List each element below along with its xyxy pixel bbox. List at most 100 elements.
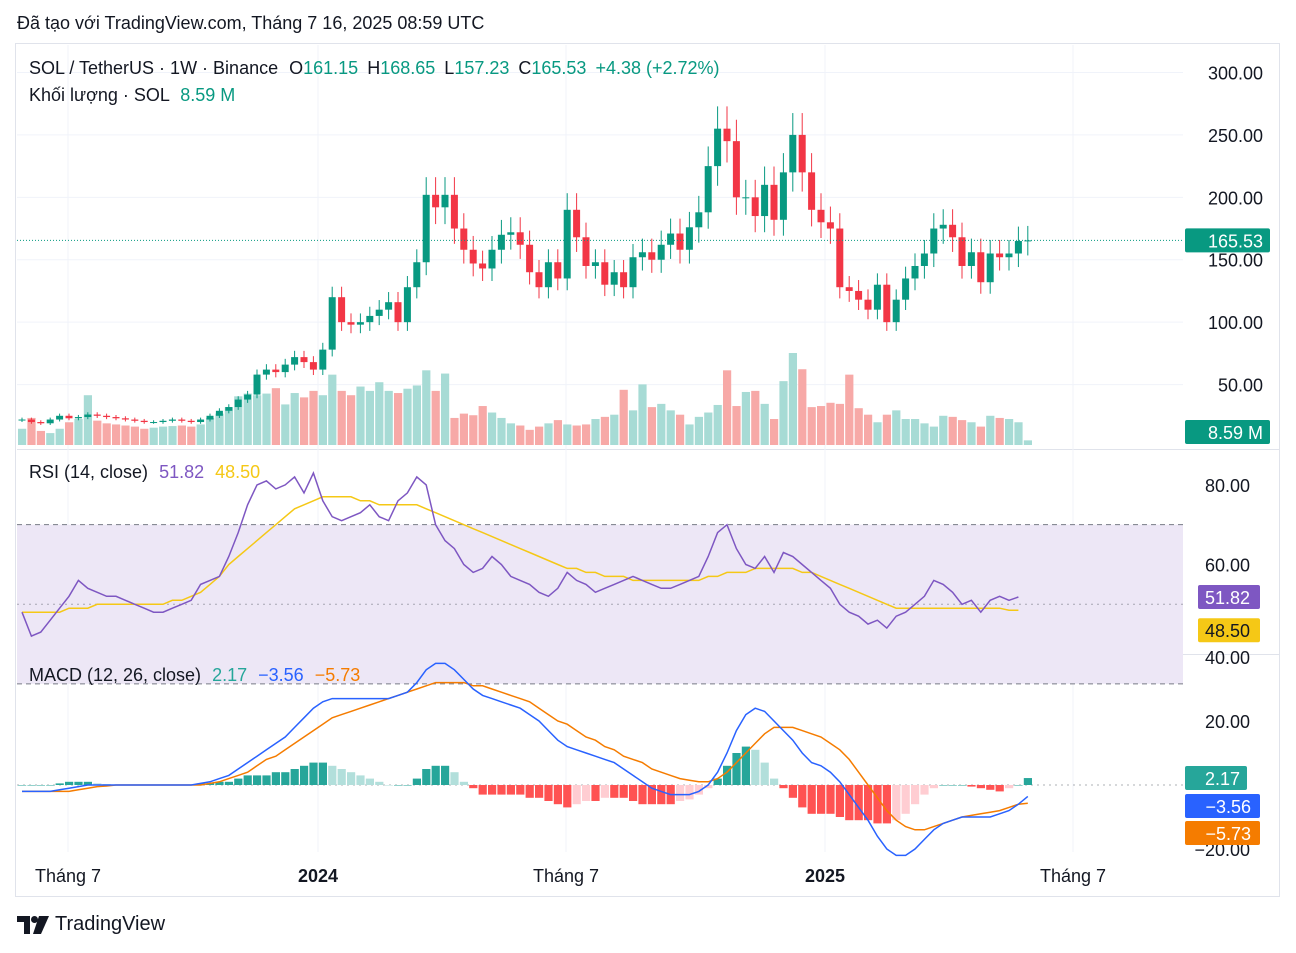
candle-body [262,369,270,375]
candle-body [140,420,148,423]
macd-histogram-bar [300,765,309,785]
volume-bar [469,415,478,445]
candle-body [84,414,92,418]
volume-bar [958,420,967,445]
macd-signal-badge-label: −5.73 [1205,824,1251,844]
volume-bar [619,389,628,445]
symbol-label[interactable]: SOL / TetherUS · 1W · Binance [29,58,279,78]
macd-histogram-bar [497,785,506,795]
macd-histogram-bar [732,753,741,785]
volume-bar [206,417,215,445]
macd-histogram-bar [864,785,873,821]
volume-bar [253,395,262,445]
candle-body [638,252,646,258]
candle-body [845,287,853,291]
volume-bar [46,433,55,445]
volume-bar [638,384,647,445]
candle-body [272,369,280,373]
macd-histogram-bar [939,785,948,786]
candle-body [657,244,665,260]
volume-bar [196,424,205,445]
macd-histogram-bar [36,785,45,786]
volume-bar [159,426,168,445]
rsi-ma-line [22,496,1019,613]
candle-body [413,262,421,288]
macd-histogram-bar [469,785,478,789]
close-label: C [518,58,532,78]
volume-bar [300,397,309,445]
volume-bar [130,426,139,445]
macd-histogram-bar [412,778,421,785]
macd-histogram-bar [309,762,318,785]
candle-body [751,197,759,217]
volume-bar [375,382,384,445]
volume-bar [864,414,873,445]
macd-histogram-bar [591,785,600,801]
macd-histogram-bar [318,762,327,785]
time-axis-label: Tháng 7 [533,866,599,886]
volume-bar [873,422,882,445]
candle-body [253,374,261,395]
candle-body [131,419,139,421]
candle-body [479,263,487,269]
macd-histogram-bar [694,785,703,795]
macd-hist-value: 2.17 [212,665,248,685]
volume-bar [817,406,826,445]
volume-bar [450,417,459,445]
macd-histogram-bar [55,783,64,785]
macd-histogram-bar [337,769,346,785]
macd-hist-badge-label: 2.17 [1205,769,1240,789]
rsi-label[interactable]: RSI (14, close) [29,462,149,482]
volume-bar [422,370,431,445]
candle-body [704,166,712,213]
rsi-axis-tick: 60.00 [1205,555,1250,575]
macd-histogram-bar [215,781,224,785]
macd-histogram-bar [18,785,27,786]
macd-legend: MACD (12, 26, close) 2.17 −3.56 −5.73 [29,665,360,686]
candle-body [46,419,54,424]
macd-badge-label: −3.56 [1205,797,1251,817]
candle-body [526,244,534,273]
candle-body [723,128,731,142]
macd-histogram-bar [441,765,450,785]
tradingview-logo[interactable]: TradingView [17,913,165,936]
macd-histogram-bar [262,775,271,785]
candle-body [582,237,590,266]
volume-bar [290,393,299,445]
high-label: H [367,58,381,78]
macd-histogram-bar [958,785,967,786]
candle-body [18,419,26,421]
macd-histogram-bar [375,781,384,785]
macd-histogram-bar [506,785,515,795]
macd-badge [1185,794,1260,818]
price-axis-tick: 100.00 [1208,313,1263,333]
candle-body [488,249,496,269]
volume-bar [431,390,440,445]
candle-body [187,420,195,423]
macd-histogram-bar [206,783,215,785]
macd-histogram-bar [770,778,779,785]
volume-label[interactable]: Khối lượng · SOL [29,85,170,105]
volume-bar [121,425,130,445]
macd-histogram-bar [657,785,666,805]
volume-bar [544,423,553,445]
candle-body [808,172,816,210]
candle-body [385,302,393,310]
volume-bar [835,403,844,445]
macd-histogram-bar [647,785,656,805]
time-axis-label: Tháng 7 [35,866,101,886]
macd-label[interactable]: MACD (12, 26, close) [29,665,202,685]
macd-histogram-bar [234,778,243,785]
candle-body [591,262,599,266]
volume-bar [394,393,403,445]
volume-bar [365,390,374,445]
candle-body [215,410,223,416]
change-value: +4.38 (+2.72%) [595,58,720,78]
candle-body [911,265,919,279]
macd-histogram-bar [281,772,290,785]
candle-body [648,252,656,260]
volume-bar [704,412,713,445]
volume-bar [74,419,83,445]
macd-histogram-bar [619,785,628,798]
